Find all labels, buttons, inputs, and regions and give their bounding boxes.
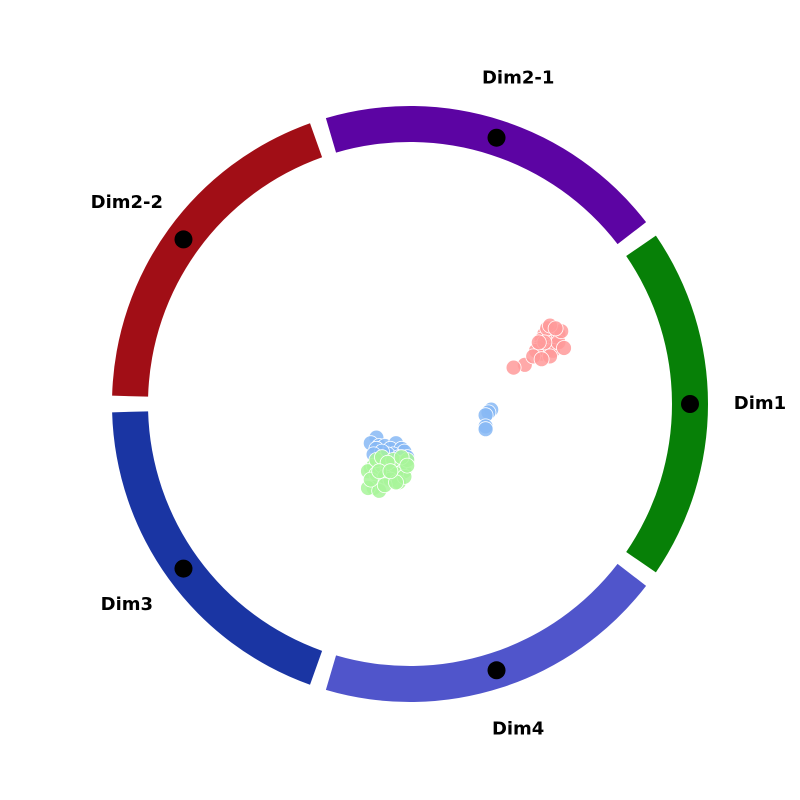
label-dim3: Dim3 (101, 594, 153, 615)
label-dim2-1: Dim2-1 (482, 68, 554, 89)
arc-dim3 (112, 411, 323, 685)
data-point (382, 463, 399, 480)
data-point (399, 457, 416, 474)
anchor-dot-dim2-1 (487, 128, 506, 147)
data-point (547, 320, 564, 337)
data-point (477, 421, 494, 438)
data-points (360, 317, 572, 499)
anchor-labels: Dim1 Dim2-1 Dim2-2 Dim3 Dim4 (91, 68, 787, 740)
data-point (505, 359, 522, 376)
anchor-dot-dim1 (681, 395, 699, 413)
anchor-arcs (112, 106, 708, 702)
anchor-dot-dim4 (487, 661, 506, 680)
label-dim1: Dim1 (734, 393, 786, 414)
arc-dim4 (325, 563, 647, 702)
label-dim4: Dim4 (492, 718, 544, 739)
arc-dim2-2 (112, 123, 323, 397)
arc-dim2-1 (325, 106, 647, 245)
anchor-markers (174, 128, 699, 680)
anchor-dot-dim2-2 (174, 230, 193, 249)
label-dim2-2: Dim2-2 (91, 192, 163, 213)
arc-dim1 (626, 235, 708, 573)
data-point (556, 340, 572, 356)
data-point (533, 351, 550, 368)
data-point (530, 334, 547, 351)
anchor-dot-dim3 (174, 559, 193, 578)
